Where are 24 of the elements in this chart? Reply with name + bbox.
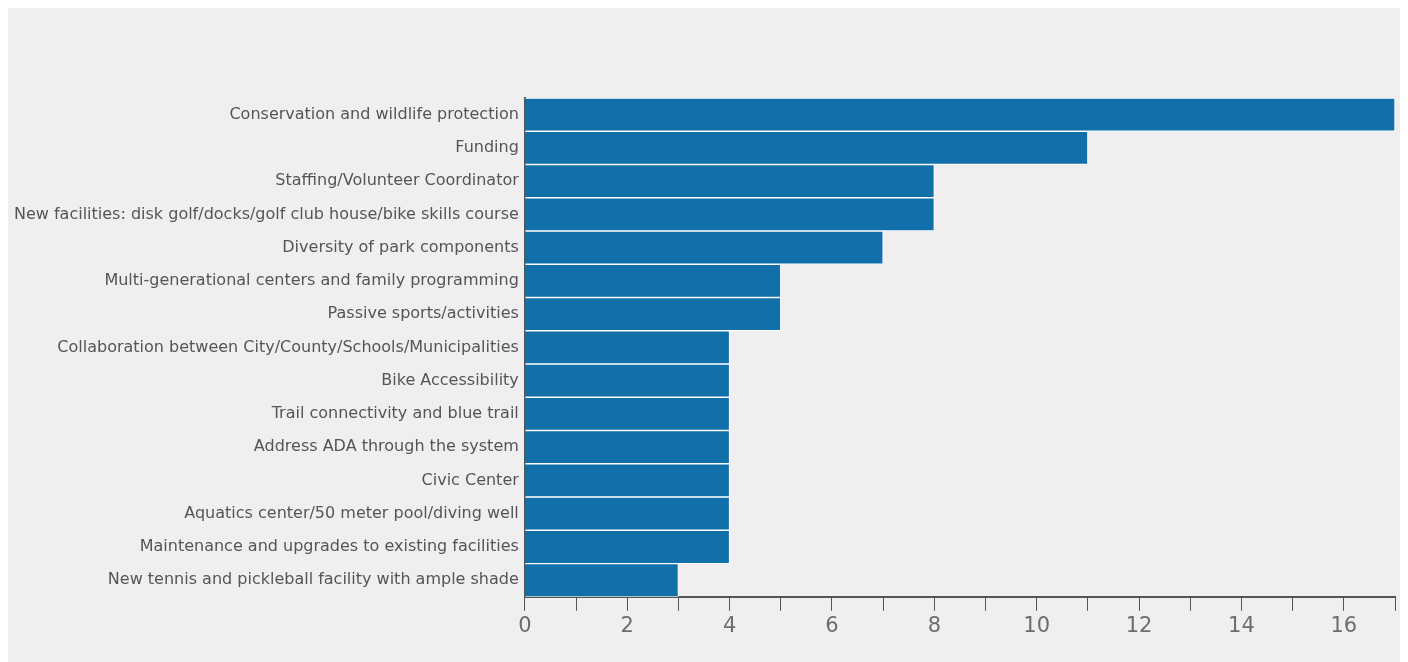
y-tick-label: Address ADA through the system <box>253 436 519 456</box>
y-tick-label: Collaboration between City/County/Schools/Municipalities <box>57 336 519 356</box>
x-tick-label: 0 <box>518 612 532 637</box>
y-tick-label: Multi-generational centers and family programming <box>104 270 519 290</box>
y-tick-label: Staffing/Volunteer Coordinator <box>275 170 520 190</box>
x-tick-label: 4 <box>722 612 737 637</box>
x-tick-label: 16 <box>1330 612 1358 637</box>
y-tick-label: New facilities: disk golf/docks/golf club house/bike skills course <box>14 203 519 223</box>
x-tick-label: 12 <box>1125 612 1153 637</box>
y-tick-label: New tennis and pickleball facility with ample shade <box>107 569 519 589</box>
x-tick-label: 2 <box>620 612 634 637</box>
y-tick-label: Passive sports/activities <box>327 303 519 323</box>
y-tick-label: Conservation and wildlife protection <box>229 103 519 123</box>
x-tick-label: 6 <box>825 612 839 637</box>
y-tick-label: Bike Accessibility <box>381 369 519 389</box>
y-tick-label: Funding <box>455 137 519 157</box>
x-tick-label: 10 <box>1023 612 1051 637</box>
y-tick-label: Trail connectivity and blue trail <box>270 403 519 423</box>
x-tick-label: 8 <box>927 612 941 637</box>
y-tick-label: Maintenance and upgrades to existing facilities <box>139 536 519 556</box>
x-tick-label: 14 <box>1228 612 1255 637</box>
y-tick-label: Civic Center <box>421 469 520 489</box>
y-tick-label: Diversity of park components <box>282 236 519 256</box>
y-tick-label: Aquatics center/50 meter pool/diving well <box>184 502 519 522</box>
